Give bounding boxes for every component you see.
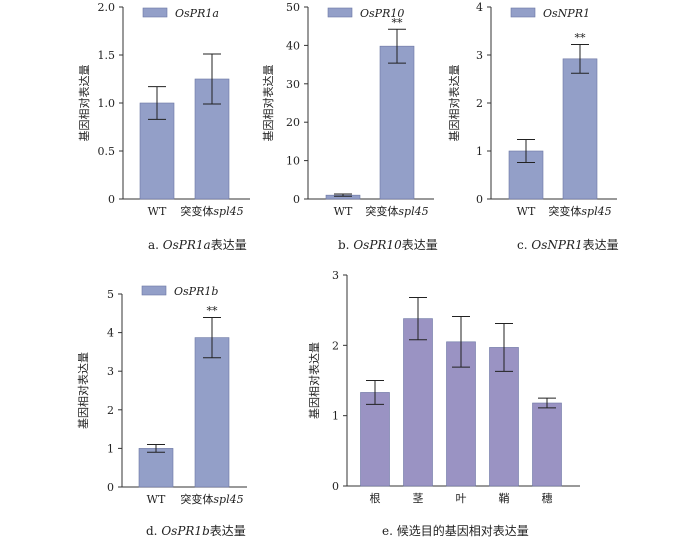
caption-b-letter: b.: [338, 238, 350, 252]
y-tick-label-d: 5: [107, 288, 114, 301]
x-tick-label-d: WT: [147, 493, 166, 506]
bar-c: [562, 58, 598, 200]
caption-b-suffix: 表达量: [401, 238, 438, 252]
caption-c-gene: OsNPR1: [531, 238, 583, 252]
caption-d-letter: d.: [146, 524, 158, 538]
y-tick-label-a: 0: [108, 193, 115, 206]
y-axis-label-b: 基因相对表达量: [261, 65, 275, 142]
significance-mark-d: **: [207, 305, 219, 318]
y-tick-label-b: 40: [286, 39, 300, 52]
caption-b-gene: OsPR10: [353, 238, 402, 252]
caption-d: d. OsPR1b表达量: [146, 522, 246, 539]
x-tick-label-e: 鞘: [499, 491, 510, 505]
caption-d-suffix: 表达量: [209, 524, 246, 538]
x-tick-label-e: 穗: [542, 492, 553, 505]
x-tick-label-e: 叶: [456, 492, 467, 505]
y-tick-label-c: 0: [476, 193, 483, 206]
caption-e-letter: e.: [382, 524, 393, 538]
legend-swatch-c: [510, 7, 536, 18]
y-tick-label-c: 4: [476, 1, 483, 14]
bar-d: [138, 448, 174, 488]
caption-d-gene: OsPR1b: [161, 524, 210, 538]
x-tick-label-a: 突变体spl45: [180, 204, 243, 218]
bar-e: [532, 402, 562, 487]
y-tick-label-b: 50: [286, 1, 300, 14]
legend-swatch-d: [141, 285, 167, 296]
x-tick-label-c: WT: [517, 205, 536, 218]
y-tick-label-e: 0: [332, 480, 339, 493]
caption-e: e. 候选目的基因相对表达量: [382, 522, 529, 539]
y-tick-label-a: 1.5: [98, 49, 116, 62]
x-tick-label-c: 突变体spl45: [548, 204, 611, 218]
legend-label-c: OsNPR1: [543, 7, 590, 20]
x-tick-label-a: WT: [148, 205, 167, 218]
y-tick-label-d: 2: [107, 404, 114, 417]
x-tick-label-d: 突变体spl45: [180, 492, 243, 506]
y-tick-label-a: 1.0: [98, 97, 116, 110]
caption-c-suffix: 表达量: [582, 238, 619, 252]
x-tick-label-b: 突变体spl45: [365, 204, 428, 218]
y-tick-label-e: 3: [332, 269, 339, 282]
y-tick-label-a: 2.0: [98, 1, 116, 14]
caption-b: b. OsPR10表达量: [338, 236, 438, 253]
y-tick-label-d: 0: [107, 481, 114, 494]
x-tick-label-e: 茎: [413, 492, 424, 505]
y-tick-label-d: 3: [107, 365, 114, 378]
bar-e: [403, 318, 433, 487]
y-tick-label-b: 20: [286, 116, 300, 129]
legend-swatch-a: [142, 7, 168, 18]
legend-swatch-b: [327, 7, 353, 18]
significance-mark-b: **: [392, 16, 404, 29]
caption-e-suffix: 候选目的基因相对表达量: [396, 524, 529, 538]
y-axis-label-d: 基因相对表达量: [76, 352, 90, 429]
y-tick-label-e: 1: [332, 410, 339, 423]
bar-b: [379, 45, 415, 200]
y-tick-label-d: 4: [107, 327, 114, 340]
x-tick-label-b: WT: [334, 205, 353, 218]
y-tick-label-b: 30: [286, 78, 300, 91]
significance-mark-c: **: [575, 31, 587, 44]
y-tick-label-b: 0: [293, 193, 300, 206]
bar-d: [194, 337, 230, 488]
y-axis-label-a: 基因相对表达量: [77, 65, 91, 142]
y-tick-label-b: 10: [286, 155, 300, 168]
legend-label-d: OsPR1b: [174, 285, 218, 298]
y-axis-label-c: 基因相对表达量: [447, 65, 461, 142]
legend-label-a: OsPR1a: [175, 7, 219, 20]
caption-a-letter: a.: [148, 238, 159, 252]
y-tick-label-c: 1: [476, 145, 483, 158]
legend-label-b: OsPR10: [360, 7, 404, 20]
y-tick-label-e: 2: [332, 339, 339, 352]
bar-e: [360, 392, 390, 487]
y-tick-label-c: 2: [476, 97, 483, 110]
caption-a-suffix: 表达量: [210, 238, 247, 252]
y-tick-label-d: 1: [107, 442, 114, 455]
y-tick-label-a: 0.5: [98, 145, 116, 158]
caption-c-letter: c.: [517, 238, 528, 252]
y-axis-label-e: 基因相对表达量: [307, 342, 321, 419]
caption-c: c. OsNPR1表达量: [517, 236, 619, 253]
y-tick-label-c: 3: [476, 49, 483, 62]
caption-a: a. OsPR1a表达量: [148, 236, 247, 253]
caption-a-gene: OsPR1a: [162, 238, 211, 252]
x-tick-label-e: 根: [370, 491, 381, 505]
